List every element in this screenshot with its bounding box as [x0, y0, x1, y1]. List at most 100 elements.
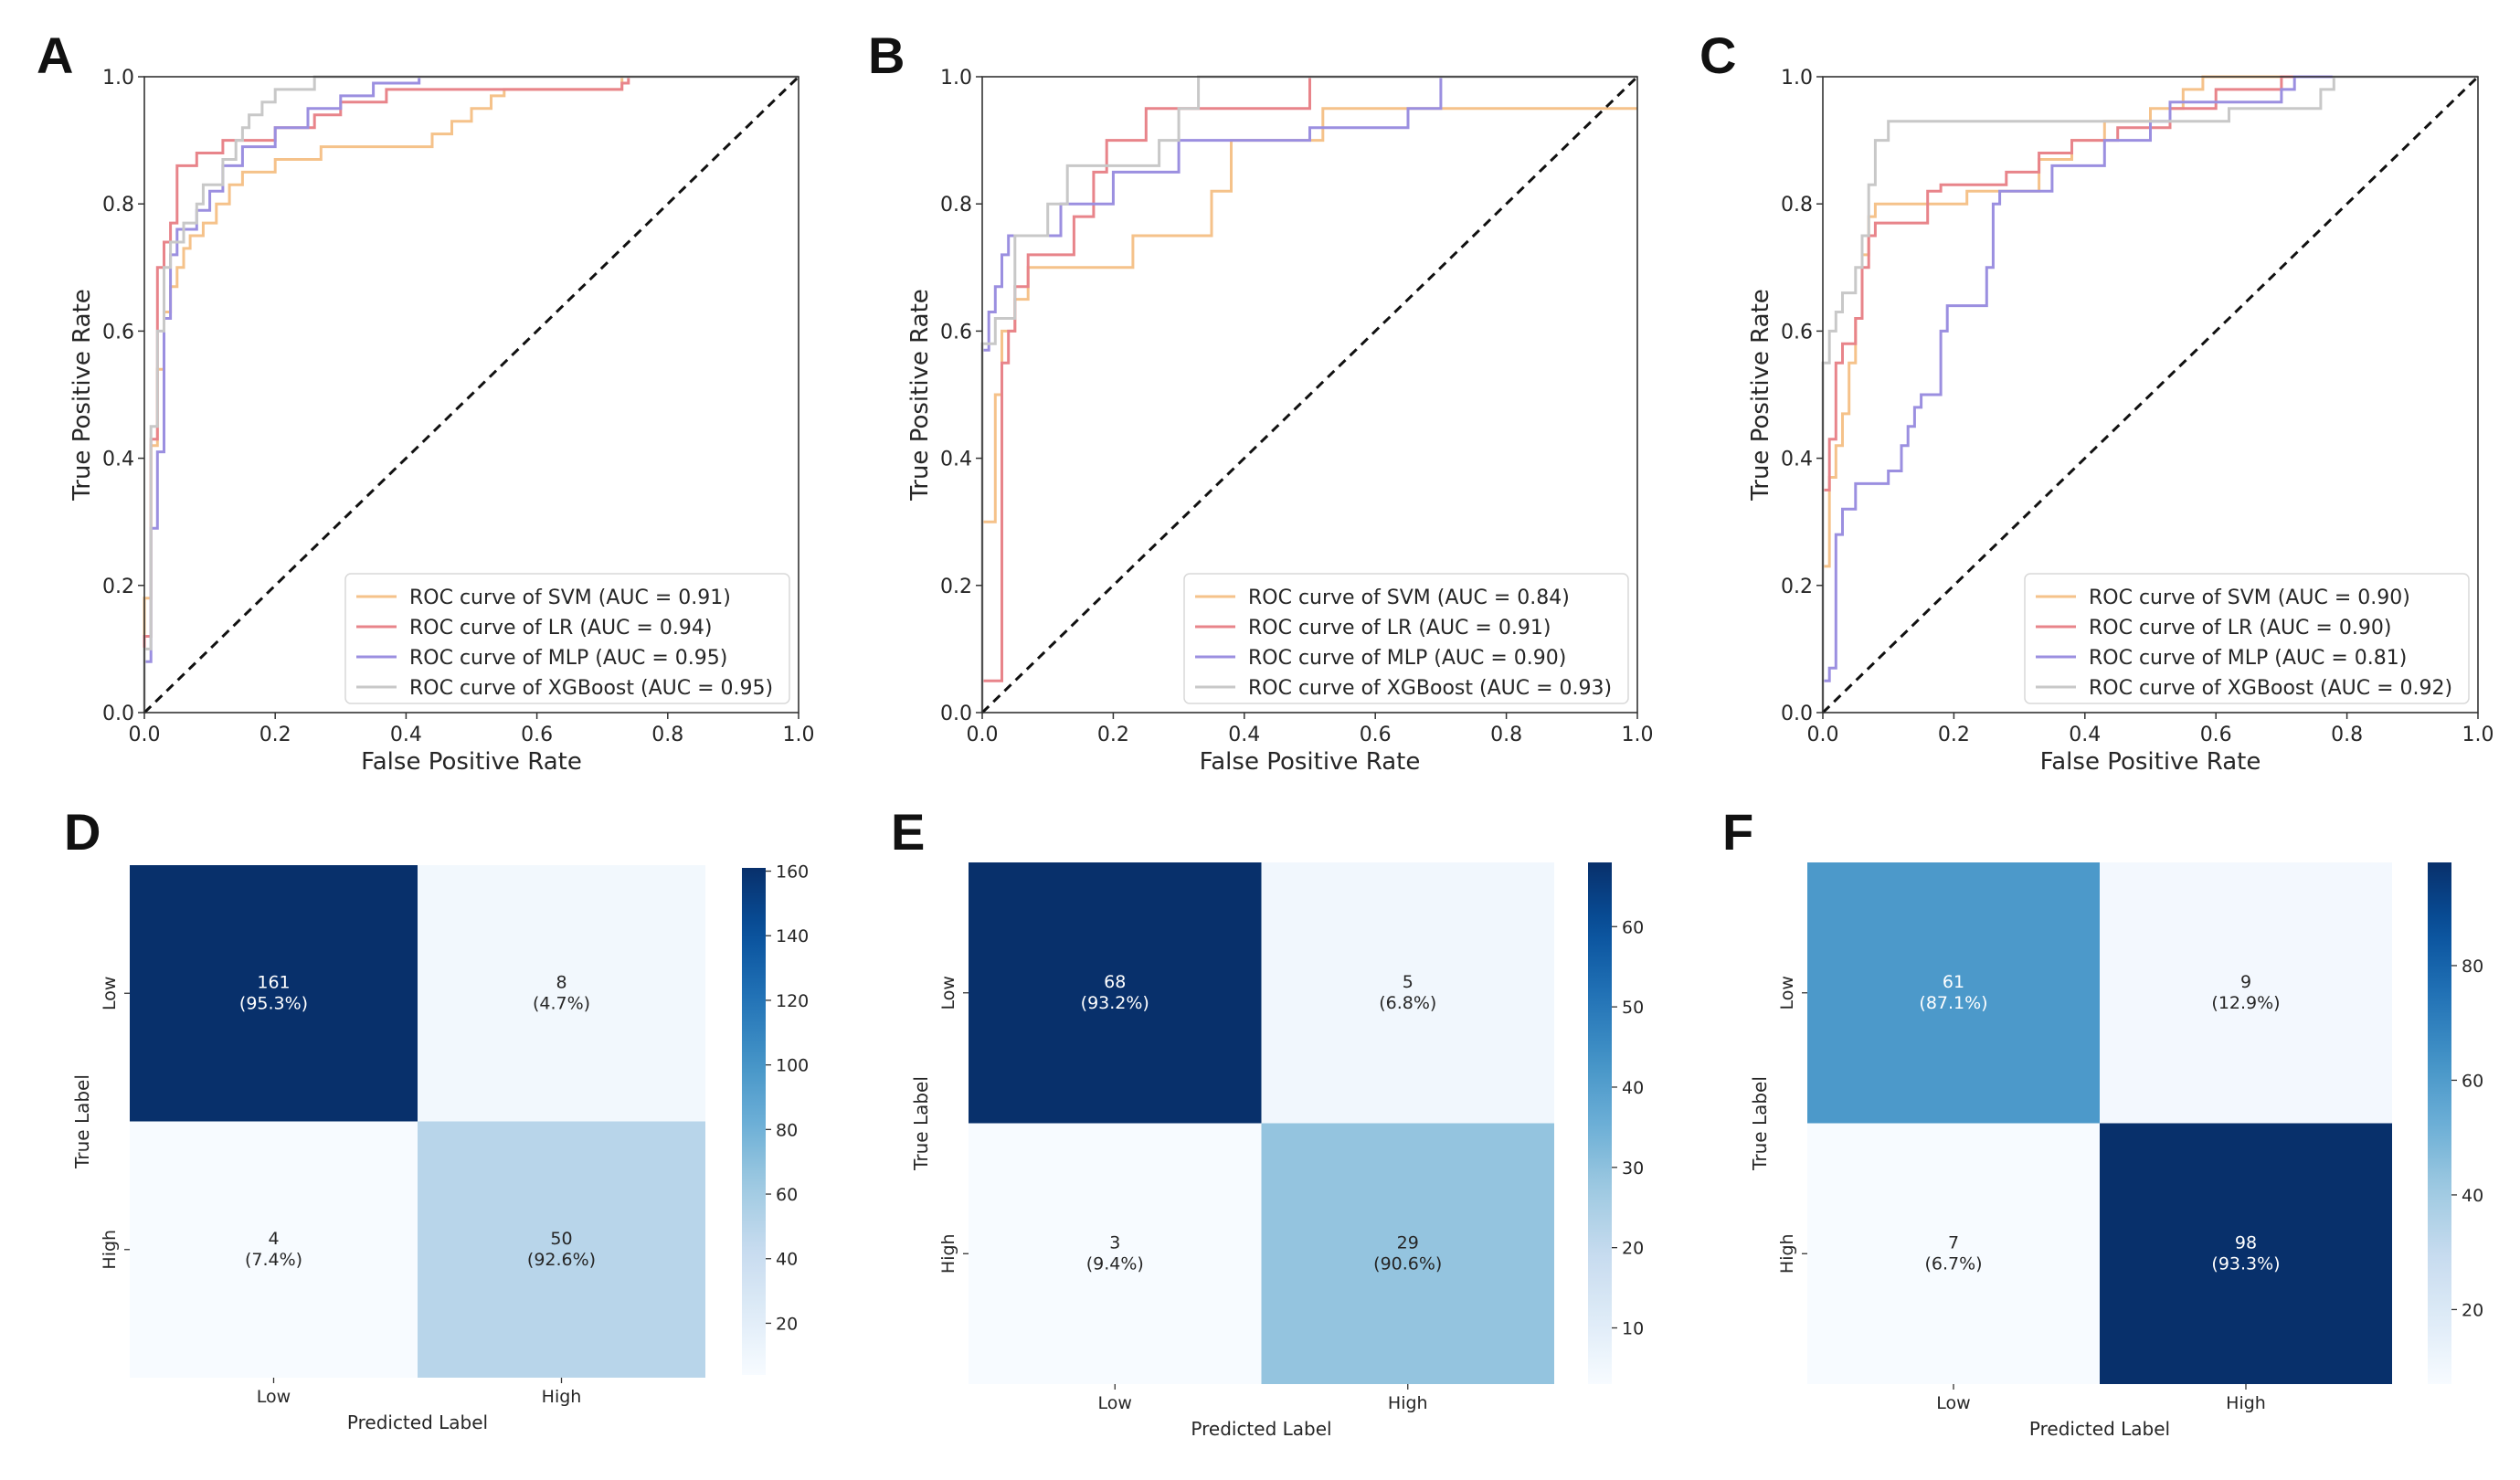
- x-tick-label: 0.0: [129, 724, 161, 746]
- y-tick-label: 0.6: [1781, 321, 1813, 344]
- y-tick-label: 0.0: [102, 703, 134, 725]
- legend-label: ROC curve of SVM (AUC = 0.91): [409, 587, 731, 609]
- legend-label: ROC curve of LR (AUC = 0.91): [1248, 617, 1551, 640]
- cell-percent: (6.8%): [1379, 993, 1436, 1013]
- heatmap-cell: [2100, 862, 2392, 1124]
- legend-label: ROC curve of MLP (AUC = 0.81): [2089, 647, 2407, 670]
- cell-count: 29: [1397, 1232, 1419, 1253]
- legend-label: ROC curve of SVM (AUC = 0.84): [1248, 587, 1570, 609]
- legend-label: ROC curve of MLP (AUC = 0.95): [409, 647, 727, 670]
- x-tick-label: High: [2226, 1393, 2266, 1413]
- y-tick-label: 0.8: [940, 194, 972, 217]
- y-axis-label: True Positive Rate: [1747, 289, 1774, 502]
- cell-percent: (90.6%): [1373, 1253, 1442, 1274]
- plot-frame: [143, 76, 799, 714]
- y-tick-label: Low: [100, 977, 120, 1010]
- y-tick-label: 0.8: [102, 194, 134, 217]
- heatmap-cell: [130, 1121, 418, 1378]
- legend-label: ROC curve of XGBoost (AUC = 0.95): [409, 677, 773, 700]
- x-tick-label: 0.2: [259, 724, 291, 746]
- y-tick-label: 1.0: [940, 67, 972, 90]
- legend-label: ROC curve of LR (AUC = 0.90): [2089, 617, 2391, 640]
- x-tick-label: High: [1388, 1393, 1428, 1413]
- cell-percent: (7.4%): [245, 1250, 302, 1270]
- cell-percent: (87.1%): [1919, 993, 1987, 1013]
- chance-diagonal: [143, 75, 800, 714]
- x-tick-label: 0.8: [2331, 724, 2363, 746]
- x-tick-label: Low: [1098, 1393, 1132, 1413]
- x-tick-label: 0.8: [1490, 724, 1522, 746]
- roc-curve-2: [143, 75, 799, 713]
- cell-percent: (93.3%): [2211, 1253, 2280, 1274]
- panel-letter: A: [37, 26, 73, 84]
- x-tick-label: 1.0: [783, 724, 815, 746]
- y-tick-label: Low: [938, 976, 958, 1010]
- panel-letter: E: [891, 803, 925, 861]
- heatmap-cell: [1807, 862, 2100, 1124]
- x-tick-label: 0.0: [967, 724, 999, 746]
- y-tick-label: 0.2: [102, 576, 134, 598]
- x-tick-label: Low: [1936, 1393, 1970, 1413]
- x-axis-label: False Positive Rate: [2040, 748, 2261, 776]
- cell-count: 5: [1403, 972, 1414, 992]
- cell-percent: (93.2%): [1081, 993, 1149, 1013]
- x-tick-label: 0.4: [390, 724, 422, 746]
- colorbar-tick-label: 40: [776, 1250, 798, 1270]
- colorbar-tick-label: 50: [1622, 998, 1644, 1018]
- colorbar-tick-label: 160: [776, 862, 809, 883]
- plot-frame: [1822, 76, 2479, 714]
- legend-label: ROC curve of MLP (AUC = 0.90): [1248, 647, 1566, 670]
- x-tick-label: 0.4: [2069, 724, 2101, 746]
- legend-box: [344, 573, 790, 704]
- legend-label: ROC curve of SVM (AUC = 0.90): [2089, 587, 2410, 609]
- cell-count: 68: [1104, 972, 1126, 992]
- cell-count: 161: [257, 972, 290, 992]
- cell-percent: (6.7%): [1924, 1253, 1982, 1274]
- cell-percent: (95.3%): [239, 993, 308, 1013]
- cell-count: 7: [1948, 1232, 1959, 1253]
- colorbar-tick-label: 20: [2462, 1300, 2483, 1320]
- cell-count: 8: [556, 972, 566, 992]
- x-axis-label: Predicted Label: [2029, 1418, 2170, 1440]
- x-tick-label: 0.8: [651, 724, 683, 746]
- x-tick-label: 0.6: [521, 724, 553, 746]
- heatmap-cell: [130, 865, 418, 1122]
- cell-count: 3: [1109, 1232, 1120, 1253]
- x-axis-label: False Positive Rate: [361, 748, 582, 776]
- colorbar-tick-label: 120: [776, 991, 809, 1011]
- cell-count: 9: [2240, 972, 2251, 992]
- heatmap-cell: [1261, 1123, 1554, 1384]
- heatmap-cell: [969, 862, 1262, 1124]
- heatmap-cell: [1807, 1123, 2100, 1384]
- y-axis-label: True Label: [910, 1076, 932, 1171]
- roc-curve-2: [980, 75, 1637, 713]
- x-tick-label: 1.0: [2462, 724, 2494, 746]
- roc-panel-c: C 0.0 0.2 0.4 0.6 0.8 1.0 0.0 0.2 0.4 0.6 0.8 1.0 Fal…: [1699, 26, 2494, 776]
- cell-count: 50: [550, 1229, 572, 1249]
- y-axis-label: True Label: [71, 1074, 93, 1169]
- y-axis-label: True Label: [1749, 1076, 1771, 1171]
- confusion-matrix-d: D 161(95.3%) 8(4.7%) 4(7.4%) 50(92.6%) Low Hig…: [64, 803, 809, 1433]
- colorbar-tick-label: 60: [2462, 1071, 2483, 1091]
- heatmap-cell: [418, 1121, 705, 1378]
- plot-frame: [981, 76, 1638, 714]
- chance-diagonal: [980, 75, 1639, 714]
- y-axis-label: True Positive Rate: [69, 289, 96, 502]
- colorbar-tick-label: 80: [2462, 957, 2483, 977]
- confusion-matrix-e: E 68(93.2%) 5(6.8%) 3(9.4%) 29(90.6%) Low High…: [891, 803, 1644, 1440]
- legend-label: ROC curve of LR (AUC = 0.94): [409, 617, 712, 640]
- y-tick-label: High: [1777, 1233, 1797, 1274]
- panel-letter: B: [868, 26, 905, 84]
- y-tick-label: 0.2: [940, 576, 972, 598]
- panel-letter: F: [1722, 803, 1753, 861]
- y-tick-label: High: [938, 1233, 958, 1274]
- colorbar-tick-label: 10: [1622, 1319, 1644, 1339]
- x-axis-label: Predicted Label: [1191, 1418, 1331, 1440]
- colorbar-tick-label: 80: [776, 1120, 798, 1140]
- roc-curve-3: [143, 75, 799, 713]
- colorbar: [2428, 862, 2451, 1384]
- y-tick-label: 0.6: [102, 321, 134, 344]
- x-tick-label: 0.2: [1097, 724, 1129, 746]
- legend-label: ROC curve of XGBoost (AUC = 0.92): [2089, 677, 2452, 700]
